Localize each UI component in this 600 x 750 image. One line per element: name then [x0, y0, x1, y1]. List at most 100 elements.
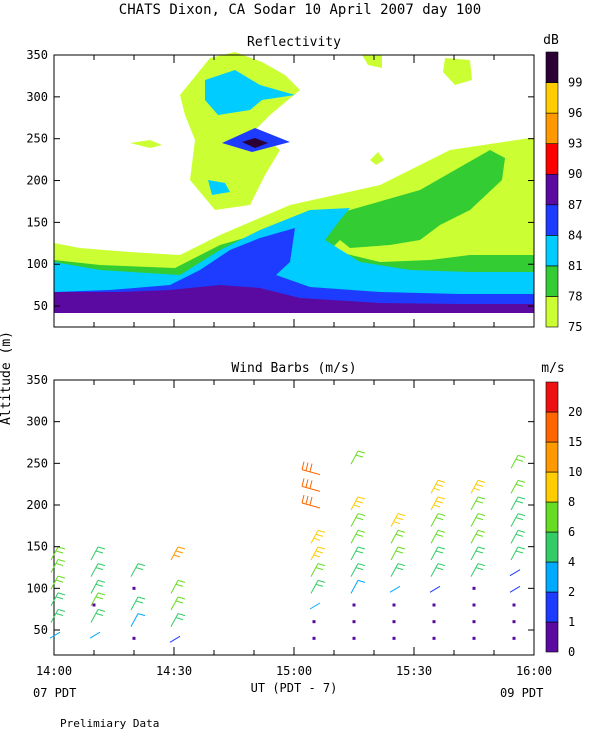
wind-barb-38 — [390, 529, 406, 544]
wind-barb-stroke-44 — [430, 513, 446, 527]
wind-barb-3 — [50, 575, 66, 590]
reflectivity-colorbar-level-87: 87 — [568, 198, 582, 212]
wind-calm-point-5 — [352, 636, 356, 640]
reflectivity-title: Reflectivity — [247, 35, 341, 50]
wind-barbs-title: Wind Barbs (m/s) — [231, 361, 356, 376]
reflectivity-colorbar-swatch-7 — [545, 82, 559, 114]
wind-barb-stroke-8 — [90, 592, 106, 607]
wind-barb-stroke-42 — [430, 546, 446, 561]
wind-colorbar-swatch-0 — [545, 621, 559, 653]
wind-barb-stroke-56 — [510, 529, 526, 544]
reflectivity-colorbar-level-93: 93 — [568, 137, 582, 151]
wind-colorbar-level-2: 2 — [568, 585, 575, 599]
wind-barb-stroke-46 — [430, 479, 446, 494]
wind-colorbar-swatch-8 — [545, 381, 559, 413]
wind-colorbar-level-10: 10 — [568, 465, 582, 479]
wind-calm-point-9 — [392, 620, 396, 624]
wind-barb-60 — [510, 454, 526, 469]
x-corner-right: 09 PDT — [500, 686, 543, 700]
wind-barb-33 — [350, 496, 366, 511]
wind-barb-stroke-32 — [350, 513, 366, 527]
wind-barb-42 — [430, 546, 446, 561]
reflectivity-colorbar-swatch-4 — [545, 173, 559, 206]
wind-colorbar-level-6: 6 — [568, 525, 575, 539]
wind-barb-34 — [350, 450, 366, 465]
wind-barb-stroke-30 — [350, 546, 366, 561]
wind-calm-point-11 — [432, 636, 436, 640]
reflectivity-colorbar-swatch-8 — [545, 51, 559, 83]
reflectivity-contour-12 — [54, 285, 534, 313]
wind-barb-stroke-13 — [130, 596, 146, 611]
wind-barb-stroke-23 — [310, 546, 326, 561]
y-tick-label-50: 50 — [34, 623, 48, 637]
figure-title: CHATS Dixon, CA Sodar 10 April 2007 day … — [119, 2, 481, 18]
reflectivity-colorbar-swatch-5 — [545, 143, 559, 175]
wind-barb-23 — [310, 546, 326, 561]
wind-barb-35 — [389, 585, 401, 593]
reflectivity-contour-3 — [443, 58, 472, 85]
wind-barb-stroke-31 — [350, 529, 366, 544]
reflectivity-colorbar-level-81: 81 — [568, 259, 582, 273]
wind-barb-8 — [90, 592, 106, 607]
wind-barb-stroke-29 — [350, 563, 366, 577]
wind-barb-stroke-11 — [90, 546, 106, 561]
wind-barb-stroke-27 — [301, 461, 321, 476]
wind-barb-49 — [470, 529, 486, 544]
wind-barb-50 — [470, 513, 486, 527]
wind-barb-stroke-52 — [470, 479, 486, 494]
wind-calm-point-2 — [132, 636, 136, 640]
x-axis-label: UT (PDT - 7) — [251, 681, 338, 695]
wind-barb-57 — [510, 513, 526, 527]
reflectivity-contour-5 — [370, 152, 384, 165]
wind-barb-2 — [50, 592, 66, 607]
x-tick-label-1400: 14:00 — [36, 664, 72, 678]
wind-calm-point-1 — [132, 586, 136, 590]
wind-barb-0 — [49, 631, 61, 639]
wind-barb-stroke-0 — [49, 631, 61, 639]
wind-calm-point-20 — [512, 603, 516, 607]
wind-colorbar-unit: m/s — [541, 361, 564, 376]
wind-barb-30 — [350, 546, 366, 561]
wind-barb-stroke-17 — [170, 596, 186, 611]
wind-barb-40 — [429, 585, 441, 593]
wind-barb-6 — [89, 631, 101, 639]
wind-barb-stroke-24 — [310, 529, 326, 544]
wind-barb-stroke-48 — [470, 546, 486, 561]
wind-barb-29 — [350, 563, 366, 577]
wind-barb-stroke-35 — [389, 585, 401, 593]
wind-barb-18 — [170, 579, 186, 594]
wind-barb-stroke-4 — [50, 559, 66, 573]
x-corner-left: 07 PDT — [33, 686, 76, 700]
wind-barb-stroke-26 — [301, 478, 321, 492]
x-tick-label-1530: 15:30 — [396, 664, 432, 678]
wind-barb-stroke-45 — [430, 496, 446, 511]
wind-barb-36 — [390, 563, 406, 577]
wind-barb-10 — [90, 563, 106, 577]
wind-barb-stroke-34 — [350, 450, 366, 465]
y-tick-label-350: 350 — [26, 48, 48, 62]
reflectivity-colorbar-level-84: 84 — [568, 228, 582, 242]
wind-barb-stroke-1 — [50, 609, 66, 623]
wind-colorbar-swatch-4 — [545, 501, 559, 533]
wind-barb-9 — [90, 579, 106, 594]
y-tick-label-100: 100 — [26, 581, 48, 595]
wind-barb-26 — [301, 478, 321, 492]
x-tick-label-1430: 14:30 — [156, 664, 192, 678]
wind-calm-point-3 — [312, 636, 316, 640]
wind-barb-stroke-6 — [89, 631, 101, 639]
reflectivity-colorbar-swatch-0 — [545, 296, 559, 328]
wind-barb-stroke-25 — [301, 494, 321, 509]
wind-barb-39 — [390, 513, 406, 527]
wind-barb-4 — [50, 559, 66, 573]
y-tick-label-250: 250 — [26, 456, 48, 470]
wind-barb-stroke-19 — [170, 546, 186, 561]
wind-barb-stroke-9 — [90, 579, 106, 594]
wind-barb-stroke-57 — [510, 513, 526, 527]
wind-calm-point-12 — [432, 620, 436, 624]
wind-calm-point-19 — [512, 620, 516, 624]
reflectivity-colorbar-swatch-2 — [545, 235, 559, 267]
y-axis-label: Altitude (m) — [0, 331, 14, 425]
wind-colorbar-level-20: 20 — [568, 405, 582, 419]
wind-barb-51 — [470, 496, 486, 511]
reflectivity-colorbar-unit: dB — [543, 33, 559, 48]
